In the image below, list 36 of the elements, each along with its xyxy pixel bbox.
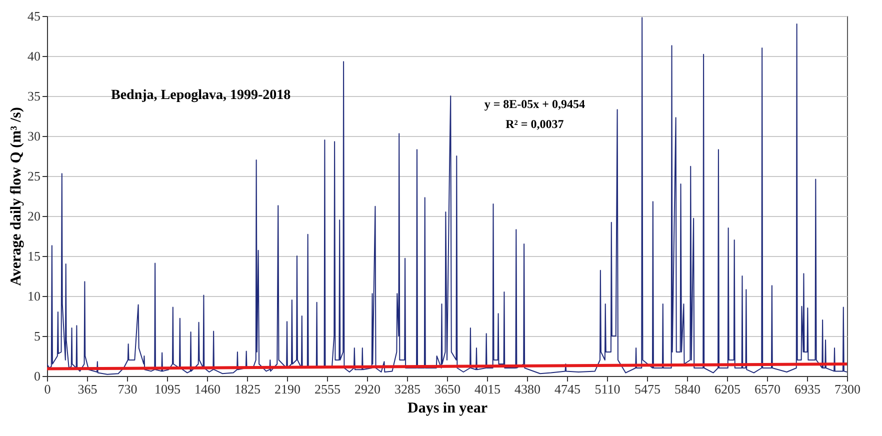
x-tick-label: 2920 (354, 382, 380, 396)
x-tick-label: 7300 (834, 382, 860, 396)
x-tick-label: 5110 (594, 382, 620, 396)
y-tick-label: 15 (28, 248, 40, 264)
x-tick-label: 6935 (794, 382, 820, 396)
x-tick-label: 3285 (394, 382, 420, 396)
x-tick-label: 1460 (194, 382, 220, 396)
x-tick-label: 0 (44, 382, 51, 396)
y-tick-label: 30 (28, 128, 40, 144)
x-tick-label: 4380 (514, 382, 540, 396)
y-tick-label: 25 (28, 168, 40, 184)
x-tick-label: 1825 (234, 382, 260, 396)
x-tick-label: 365 (78, 382, 98, 396)
x-tick-label: 6205 (714, 382, 740, 396)
y-tick-label: 45 (28, 8, 40, 24)
y-tick-label: 20 (28, 208, 40, 224)
y-tick-label: 10 (28, 288, 40, 304)
x-tick-label: 1095 (154, 382, 180, 396)
x-tick-label: 5840 (674, 382, 700, 396)
annotation: Bednja, Lepoglava, 1999-2018 (111, 88, 291, 104)
y-tick-label: 5 (34, 328, 40, 344)
x-tick-label: 2190 (274, 382, 300, 396)
x-tick-label: 730 (118, 382, 138, 396)
x-tick-label: 4745 (554, 382, 580, 396)
x-tick-label: 2555 (314, 382, 340, 396)
y-tick-label: 0 (34, 368, 40, 384)
x-axis-title: Days in year (408, 400, 488, 416)
annotation: R² = 0,0037 (506, 117, 564, 131)
annotation: y = 8E-05x + 0,9454 (484, 97, 586, 111)
y-axis-title: Average daily flow Q (m³ /s) (8, 107, 24, 286)
y-tick-label: 35 (28, 88, 40, 104)
x-tick-label: 3650 (434, 382, 460, 396)
x-tick-label: 5475 (634, 382, 660, 396)
x-tick-label: 4015 (474, 382, 500, 396)
y-tick-label: 40 (28, 48, 40, 64)
x-tick-label: 6570 (754, 382, 780, 396)
